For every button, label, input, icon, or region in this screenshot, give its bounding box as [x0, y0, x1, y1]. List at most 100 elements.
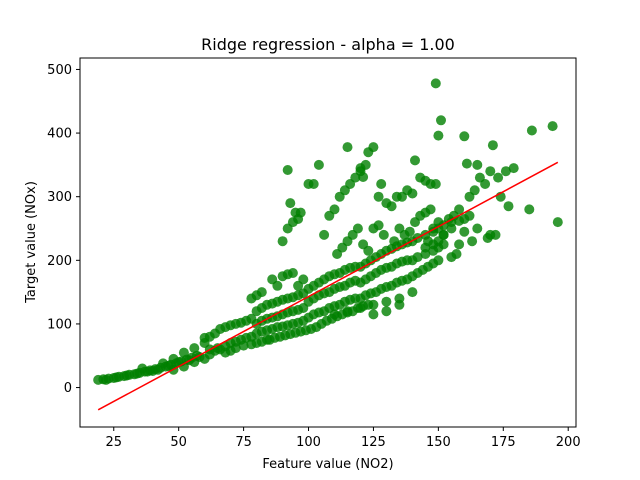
data-point-220 — [277, 236, 288, 247]
data-point-309 — [378, 229, 389, 240]
data-point-286 — [467, 236, 478, 247]
data-point-30 — [137, 363, 148, 374]
data-point-22 — [121, 370, 132, 381]
data-point-38 — [178, 361, 189, 372]
data-point-65 — [238, 340, 249, 351]
data-point-240 — [342, 142, 353, 153]
data-point-233 — [329, 204, 340, 215]
data-point-64 — [230, 343, 241, 354]
data-point-259 — [436, 115, 446, 126]
data-point-211 — [412, 252, 423, 263]
x-tick-label-75: 75 — [235, 435, 252, 450]
data-point-265 — [454, 204, 465, 215]
data-point-31 — [147, 366, 158, 376]
data-point-279 — [508, 163, 519, 174]
data-point-289 — [451, 249, 462, 259]
data-point-242 — [358, 172, 369, 182]
data-point-287 — [454, 239, 465, 250]
data-point-230 — [313, 159, 324, 170]
data-point-225 — [285, 198, 296, 209]
data-point-278 — [503, 201, 514, 212]
y-tick-label-100: 100 — [47, 317, 72, 332]
data-point-272 — [480, 179, 491, 189]
data-point-275 — [493, 172, 504, 183]
x-tick-label-175: 175 — [491, 435, 516, 450]
data-point-217 — [459, 226, 470, 237]
data-point-186 — [368, 309, 379, 320]
data-point-308 — [373, 220, 384, 231]
line-layer — [97, 161, 559, 411]
data-point-306 — [363, 245, 374, 256]
data-point-262 — [438, 229, 449, 240]
data-point-180 — [329, 309, 340, 320]
data-point-195 — [433, 255, 444, 266]
data-point-231 — [319, 229, 330, 240]
data-point-314 — [287, 268, 298, 278]
x-tick-label-200: 200 — [556, 435, 581, 450]
data-point-319 — [256, 287, 267, 298]
data-point-283 — [552, 217, 563, 228]
data-point-248 — [386, 201, 397, 212]
data-point-181 — [342, 306, 353, 317]
data-point-290 — [389, 236, 400, 247]
data-point-266 — [459, 131, 470, 142]
data-point-267 — [461, 158, 472, 169]
data-point-21 — [111, 372, 122, 383]
data-point-226 — [282, 165, 293, 175]
data-point-209 — [464, 210, 475, 221]
data-point-241 — [355, 163, 366, 174]
data-point-187 — [381, 306, 392, 317]
points-layer — [93, 78, 563, 385]
data-point-253 — [410, 155, 420, 166]
data-point-281 — [526, 125, 537, 136]
data-point-274 — [487, 140, 498, 151]
x-tick-label-100: 100 — [296, 435, 321, 450]
data-point-270 — [472, 159, 483, 170]
data-point-34 — [178, 347, 189, 358]
data-point-282 — [547, 121, 558, 132]
x-axis-label: Feature value (NO2) — [262, 457, 393, 472]
data-point-269 — [469, 185, 480, 196]
data-point-273 — [485, 166, 496, 177]
y-tick-label-200: 200 — [47, 254, 72, 269]
data-point-246 — [376, 179, 387, 189]
plot-frame — [79, 57, 577, 428]
y-axis: 0 100 200 300 400 500 — [47, 63, 80, 396]
data-point-260 — [430, 78, 441, 89]
data-point-218 — [472, 223, 483, 234]
data-point-20 — [101, 374, 111, 385]
data-point-189 — [407, 287, 418, 298]
data-point-277 — [500, 166, 511, 177]
data-point-184 — [381, 296, 392, 307]
y-axis-label: Target value (NOx) — [24, 181, 39, 304]
data-point-188 — [394, 299, 405, 310]
data-point-298 — [423, 236, 433, 247]
data-point-311 — [272, 280, 283, 291]
data-point-304 — [352, 223, 363, 234]
data-point-182 — [355, 303, 366, 313]
data-point-316 — [298, 274, 309, 285]
data-point-285 — [482, 233, 493, 243]
x-tick-label-50: 50 — [170, 435, 187, 450]
x-tick-label-150: 150 — [426, 435, 451, 450]
data-point-258 — [433, 130, 444, 141]
data-point-297 — [425, 204, 436, 215]
chart-title: Ridge regression - alpha = 1.00 — [201, 35, 455, 54]
data-point-284 — [490, 229, 501, 240]
y-tick-label-400: 400 — [47, 127, 72, 142]
x-axis: 25 50 75 100 125 150 175 200 — [105, 427, 581, 450]
data-point-245 — [373, 191, 384, 202]
data-point-280 — [524, 204, 535, 215]
data-point-32 — [158, 358, 169, 369]
data-point-244 — [368, 142, 379, 153]
data-point-216 — [446, 223, 457, 234]
data-point-252 — [407, 188, 418, 199]
y-tick-label-300: 300 — [47, 190, 72, 205]
x-tick-label-25: 25 — [105, 435, 122, 450]
data-point-293 — [404, 226, 415, 237]
data-point-227 — [295, 207, 306, 218]
y-tick-label-0: 0 — [64, 381, 72, 396]
y-tick-label-500: 500 — [47, 63, 72, 78]
